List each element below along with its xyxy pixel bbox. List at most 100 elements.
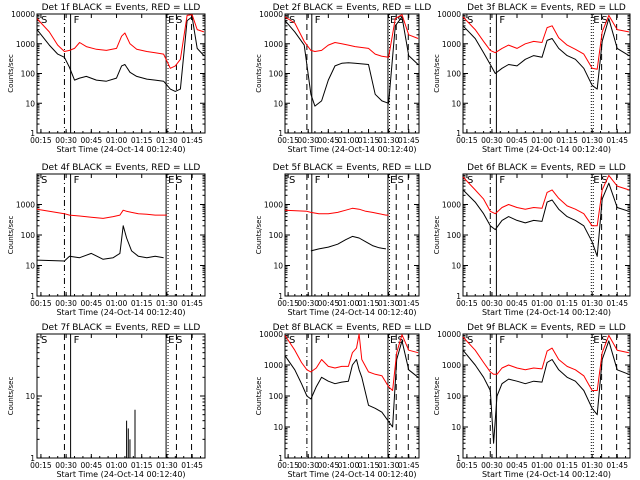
- marker-letter: S: [289, 335, 295, 346]
- x-tick-label: 01:00: [531, 136, 553, 145]
- events-series-line: [462, 18, 630, 90]
- y-tick-label: 1000: [442, 361, 461, 370]
- y-axis-label: Counts/sec: [433, 216, 441, 255]
- y-tick-label: 10: [25, 262, 35, 271]
- lld-series-line: [284, 207, 389, 216]
- x-tick-label: 01:00: [338, 136, 360, 145]
- plot-frame: [36, 173, 206, 297]
- x-tick-label: 00:45: [81, 136, 103, 145]
- y-tick-label: 100: [447, 231, 462, 240]
- marker-letter: S: [467, 335, 473, 346]
- events-series-line: [36, 225, 164, 262]
- y-axis-label: Counts/sec: [255, 377, 263, 416]
- x-tick-label: 01:45: [181, 299, 203, 308]
- x-tick-label: 01:30: [156, 299, 178, 308]
- x-tick-label: 00:45: [506, 461, 528, 470]
- marker-letter: S: [41, 15, 47, 26]
- y-tick-label: 100: [21, 231, 36, 240]
- x-axis-label: Start Time (24-Oct-14 00:12:40): [482, 308, 611, 317]
- events-series-line: [462, 340, 630, 444]
- lld-series-line: [284, 14, 419, 58]
- x-axis-label: Start Time (24-Oct-14 00:12:40): [482, 470, 611, 479]
- y-tick-label: 10: [273, 423, 283, 432]
- x-tick-label: 00:45: [506, 136, 528, 145]
- y-tick-label: 1000: [264, 40, 283, 49]
- panel-det-8: Det 8f BLACK = Events, RED = LLD00:1500:…: [255, 323, 431, 479]
- lld-series-line: [284, 333, 419, 391]
- y-tick-label: 1: [278, 129, 283, 138]
- y-tick-label: 10: [25, 99, 35, 108]
- x-tick-label: 01:30: [156, 136, 178, 145]
- panel-title: Det 7f BLACK = Events, RED = LLD: [42, 323, 201, 333]
- y-tick-label: 1000: [264, 361, 283, 370]
- events-series-line: [36, 16, 205, 92]
- y-tick-label: 100: [447, 70, 462, 79]
- x-tick-label: 00:15: [30, 299, 52, 308]
- marker-letter: S: [467, 15, 473, 26]
- lld-series-line: [462, 334, 630, 391]
- y-tick-label: 10: [451, 262, 461, 271]
- x-tick-label: 01:00: [106, 461, 128, 470]
- y-tick-label: 10: [25, 392, 35, 401]
- lld-series-line: [36, 208, 167, 219]
- y-tick-label: 10: [273, 262, 283, 271]
- x-tick-label: 00:45: [318, 299, 340, 308]
- x-tick-label: 01:30: [581, 136, 603, 145]
- x-tick-label: 00:45: [506, 299, 528, 308]
- marker-letter: S: [601, 335, 607, 346]
- x-axis-label: Start Time (24-Oct-14 00:12:40): [287, 470, 416, 479]
- y-axis-label: Counts/sec: [433, 54, 441, 93]
- marker-letter: F: [74, 15, 80, 26]
- y-tick-label: 1000: [442, 40, 461, 49]
- x-tick-label: 00:30: [297, 299, 319, 308]
- panel-title: Det 1f BLACK = Events, RED = LLD: [42, 3, 201, 13]
- x-tick-label: 00:30: [481, 299, 503, 308]
- x-tick-label: 01:15: [556, 299, 578, 308]
- x-tick-label: 01:30: [581, 299, 603, 308]
- x-tick-label: 01:30: [378, 299, 400, 308]
- x-tick-label: 01:00: [106, 299, 128, 308]
- x-tick-label: 01:45: [181, 136, 203, 145]
- y-tick-label: 1: [30, 292, 35, 301]
- events-series-line: [462, 182, 630, 257]
- x-tick-label: 01:45: [181, 461, 203, 470]
- y-tick-label: 10000: [259, 330, 283, 339]
- lld-series-line: [462, 174, 630, 227]
- x-tick-label: 01:45: [606, 136, 628, 145]
- x-tick-label: 00:15: [277, 136, 299, 145]
- x-tick-label: 01:30: [378, 136, 400, 145]
- y-tick-label: 100: [447, 392, 462, 401]
- y-tick-label: 100: [269, 392, 284, 401]
- events-series-line: [284, 16, 419, 107]
- x-tick-label: 01:45: [606, 299, 628, 308]
- marker-letter: E: [593, 335, 599, 346]
- y-tick-label: 1: [30, 129, 35, 138]
- panel-title: Det 5f BLACK = Events, RED = LLD: [273, 163, 432, 173]
- x-tick-label: 01:15: [358, 461, 380, 470]
- y-axis-label: Counts/sec: [7, 54, 15, 93]
- y-axis-label: Counts/sec: [433, 377, 441, 416]
- y-tick-label: 10: [273, 99, 283, 108]
- panel-title: Det 6f BLACK = Events, RED = LLD: [467, 163, 626, 173]
- y-tick-label: 10: [451, 99, 461, 108]
- marker-letter: S: [601, 15, 607, 26]
- x-axis-label: Start Time (24-Oct-14 00:12:40): [56, 308, 185, 317]
- plot-frame: [36, 13, 206, 134]
- x-tick-label: 01:00: [106, 136, 128, 145]
- x-tick-label: 00:15: [456, 299, 478, 308]
- x-tick-label: 00:15: [456, 136, 478, 145]
- x-tick-label: 01:15: [358, 299, 380, 308]
- panel-det-5: Det 5f BLACK = Events, RED = LLD00:1500:…: [255, 163, 431, 317]
- x-axis-label: Start Time (24-Oct-14 00:12:40): [482, 145, 611, 154]
- marker-letter: S: [176, 15, 182, 26]
- y-tick-label: 1: [30, 454, 35, 463]
- x-tick-label: 00:45: [318, 461, 340, 470]
- panel-title: Det 4f BLACK = Events, RED = LLD: [42, 163, 201, 173]
- x-tick-label: 01:15: [556, 136, 578, 145]
- y-tick-label: 10000: [11, 10, 35, 19]
- x-tick-label: 00:45: [81, 461, 103, 470]
- y-tick-label: 100: [21, 70, 36, 79]
